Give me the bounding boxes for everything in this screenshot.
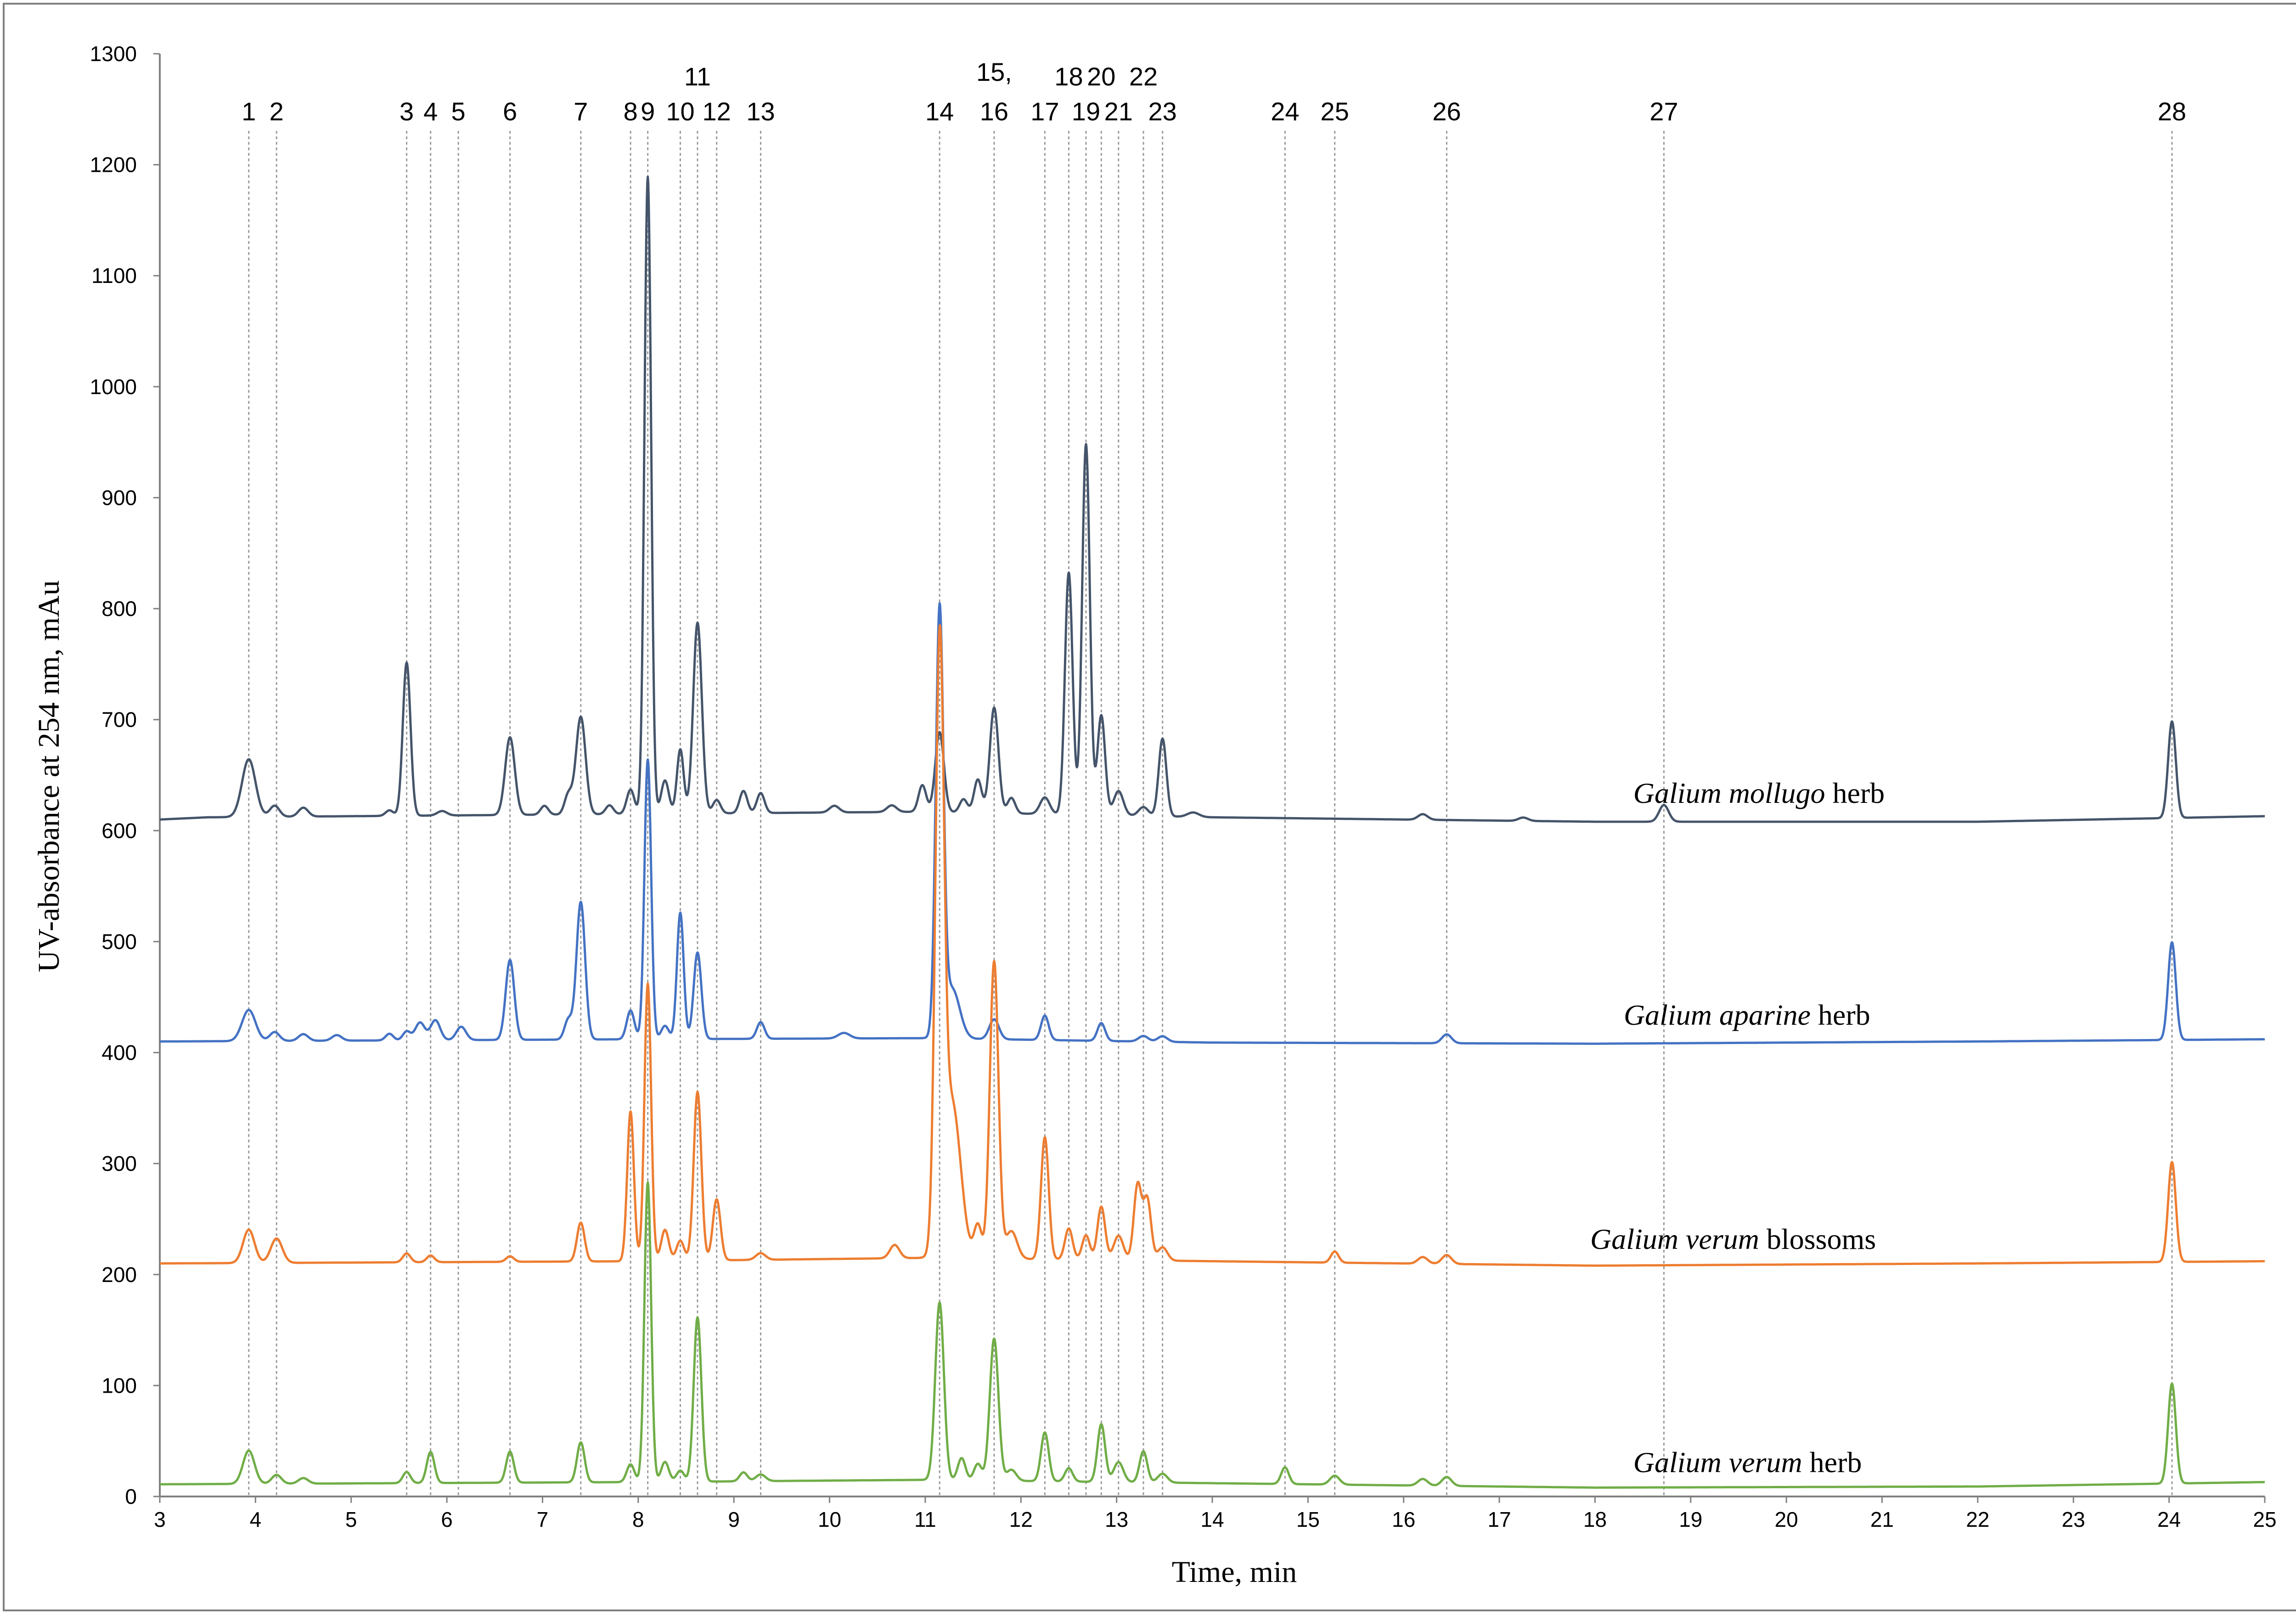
series-label-italic: Galium verum <box>1633 1446 1802 1479</box>
x-tick-label: 3 <box>154 1508 166 1531</box>
peak-label: 17 <box>1030 97 1059 126</box>
peak-label: 16 <box>980 97 1008 126</box>
x-tick-label: 18 <box>1583 1508 1607 1531</box>
chromatogram-traces <box>159 175 2266 1489</box>
y-tick-label: 600 <box>101 819 137 842</box>
x-tick-label: 11 <box>914 1508 936 1531</box>
y-tick-label: 1000 <box>90 375 137 399</box>
peak-label: 26 <box>1432 97 1461 126</box>
peak-label: 27 <box>1649 97 1678 126</box>
peak-label: 4 <box>423 97 438 126</box>
peak-label: 24 <box>1271 97 1299 126</box>
y-tick-label: 700 <box>101 708 137 732</box>
x-tick-label: 15 <box>1296 1508 1320 1531</box>
y-tick-label: 800 <box>101 597 137 621</box>
peak-label: 20 <box>1087 62 1115 91</box>
x-tick-label: 4 <box>250 1508 262 1531</box>
peak-label: 6 <box>503 97 517 126</box>
peak-label: 1 <box>242 97 256 126</box>
axes <box>153 53 2266 1503</box>
peak-label: 22 <box>1129 62 1158 91</box>
y-tick-label: 0 <box>125 1485 137 1508</box>
peak-label: 8 <box>624 97 638 126</box>
peak-label: 18 <box>1054 62 1083 91</box>
series-label-italic: Galium aparine <box>1624 999 1811 1031</box>
y-tick-label: 1100 <box>91 264 137 288</box>
peak-label: 2 <box>270 97 284 126</box>
y-axis-label: UV-absorbance at 254 nm, mAu <box>32 580 66 972</box>
x-tick-label: 17 <box>1488 1508 1511 1531</box>
x-tick-label: 7 <box>537 1508 549 1531</box>
x-tick-label: 19 <box>1679 1508 1702 1531</box>
x-tick-label: 13 <box>1105 1508 1128 1531</box>
peak-label: 23 <box>1148 97 1177 126</box>
x-tick-label: 25 <box>2253 1508 2276 1531</box>
y-tick-label: 500 <box>101 930 137 954</box>
x-tick-label: 5 <box>345 1508 357 1531</box>
y-tick-label: 200 <box>101 1263 137 1287</box>
series-label-3: Galium verum blossoms <box>1590 1223 1876 1255</box>
trace-series-4 <box>159 1181 2266 1489</box>
peak-label: 3 <box>400 97 414 126</box>
x-tick-label: 23 <box>2062 1508 2085 1531</box>
peak-label: 13 <box>746 97 775 126</box>
x-tick-label: 14 <box>1200 1508 1224 1531</box>
x-tick-label: 6 <box>441 1508 453 1531</box>
series-label-italic: Galium verum <box>1590 1223 1759 1255</box>
y-tick-label: 400 <box>101 1041 137 1065</box>
tick-labels: 3 4 5 6 7 8 9 10 11 12 13 14 15 16 17 18 19 20 21 22 23 24 250… <box>90 42 2277 1531</box>
peak-label: 5 <box>451 97 466 126</box>
x-axis-label: Time, min <box>1172 1555 1297 1589</box>
y-tick-label: 1300 <box>90 42 137 66</box>
peak-label: 9 <box>641 97 655 126</box>
x-tick-label: 8 <box>632 1508 644 1531</box>
y-tick-label: 1200 <box>90 153 137 177</box>
x-tick-label: 16 <box>1392 1508 1415 1531</box>
peak-label: 7 <box>574 97 588 126</box>
peak-label: 21 <box>1104 97 1133 126</box>
peak-label: 28 <box>2158 97 2186 126</box>
trace-series-1 <box>159 175 2266 823</box>
series-label-italic: Galium mollugo <box>1633 777 1825 809</box>
series-label-2: Galium aparine herb <box>1624 999 1870 1031</box>
x-tick-label: 20 <box>1775 1508 1798 1531</box>
x-tick-label: 10 <box>818 1508 841 1531</box>
x-tick-label: 21 <box>1870 1508 1894 1531</box>
peak-label: 12 <box>703 97 731 126</box>
y-tick-label: 300 <box>101 1152 137 1175</box>
y-tick-label: 900 <box>101 486 137 509</box>
series-label-rest: herb <box>1811 999 1870 1031</box>
series-label-rest: herb <box>1825 777 1885 809</box>
x-tick-label: 12 <box>1009 1508 1033 1531</box>
trace-series-2 <box>159 602 2266 1045</box>
peak-label: 10 <box>666 97 694 126</box>
peak-marker-lines <box>248 131 2173 1496</box>
chart-frame <box>3 3 2296 1611</box>
peak-label: 11 <box>684 62 711 91</box>
x-tick-label: 9 <box>728 1508 740 1531</box>
series-label-4: Galium verum herb <box>1633 1446 1862 1479</box>
peak-label: 15, <box>976 57 1012 86</box>
peak-label: 14 <box>925 97 954 126</box>
x-tick-label: 24 <box>2157 1508 2181 1531</box>
y-tick-label: 100 <box>101 1373 137 1397</box>
x-tick-label: 22 <box>1966 1508 1989 1531</box>
peak-label: 19 <box>1072 97 1100 126</box>
series-label-rest: herb <box>1802 1446 1862 1479</box>
series-label-1: Galium mollugo herb <box>1633 777 1885 809</box>
series-label-rest: blossoms <box>1759 1223 1876 1255</box>
trace-series-3 <box>159 624 2266 1267</box>
peak-label: 25 <box>1321 97 1349 126</box>
